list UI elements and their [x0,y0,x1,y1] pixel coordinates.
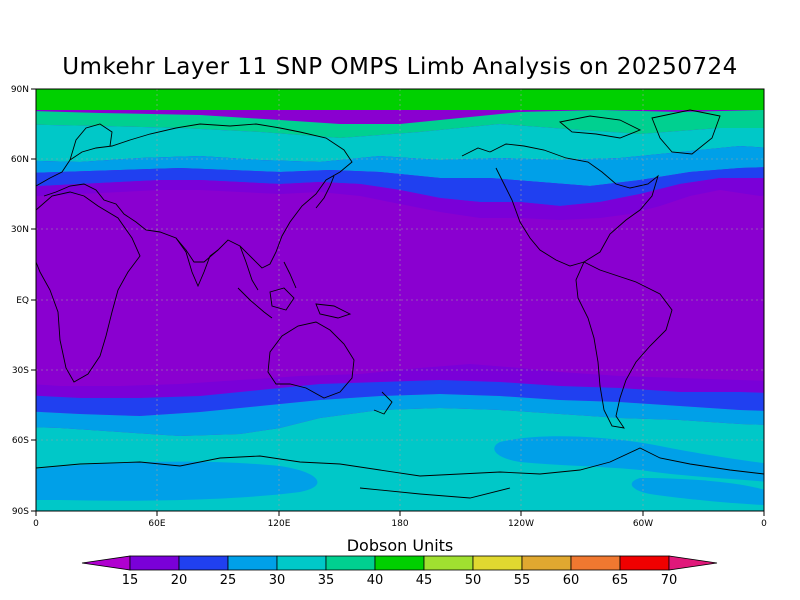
field-band-south-25 [36,380,764,416]
coast-philippines [283,261,297,289]
colorbar-above-arrow [668,555,718,571]
colorbar-swatch [325,555,376,571]
lat-tick-label: 60N [11,155,29,165]
coast-greenland [651,109,721,155]
coast-sumatra [237,287,273,319]
map-gridlines [36,89,764,511]
coast-australia [267,321,355,399]
coast-scandinavia [69,123,113,161]
lon-tick-label: 60W [633,519,653,529]
coast-indochina [239,245,259,291]
colorbar-swatch [374,555,425,571]
coastlines [36,109,764,499]
colorbar-tick-label: 45 [416,573,433,588]
coast-arctic-islands [558,115,642,139]
colorbar-tick-label: 65 [612,573,629,588]
colorbar-swatch [227,555,278,571]
colorbar-tick-label: 30 [269,573,286,588]
map-title: Umkehr Layer 11 SNP OMPS Limb Analysis o… [62,54,738,80]
field-band-north-25 [36,167,764,206]
lon-tick-label: 180 [391,519,408,529]
coast-japan [315,175,335,209]
colorbar-swatch [423,555,474,571]
coast-ross-ice [359,487,511,499]
lat-tick-label: 90S [12,507,29,517]
lon-tick-label: 0 [761,519,767,529]
colorbar-tick-label: 50 [465,573,482,588]
colorbar-swatch [570,555,621,571]
colorbar-tick-label: 20 [171,573,188,588]
coast-antarctica [36,447,764,477]
coast-newguinea [315,303,352,319]
field-band-north-35 [36,124,764,162]
coast-eurasia [36,123,353,269]
colorbar-tick-label: 60 [563,573,580,588]
field-patch-south-a [494,436,764,482]
colorbar-swatch [276,555,327,571]
colorbar-tick-label: 35 [318,573,335,588]
colorbar-tick-label: 55 [514,573,531,588]
field-patch-south-b [36,461,318,501]
lon-tick-label: 120E [268,519,291,529]
lat-tick-label: 30N [11,225,29,235]
coast-borneo [269,287,295,311]
colorbar-swatch [472,555,523,571]
colorbar-below-arrow [81,555,131,571]
coast-north-america [489,143,659,267]
colorbar-title: Dobson Units [346,536,454,555]
coast-alaska [461,147,491,157]
lon-tick-label: 120W [508,519,534,529]
colorbar-swatch [129,555,180,571]
field-patch-south-c [631,478,764,506]
colorbar-swatch [619,555,670,571]
colorbar-tick-label: 40 [367,573,384,588]
field-band-south-30 [36,394,764,436]
colorbar-tick-label: 25 [220,573,237,588]
colorbar-swatch [178,555,229,571]
lat-tick-label: 90N [11,85,29,95]
lon-tick-label: 60E [148,519,165,529]
lon-tick-label: 0 [33,519,39,529]
tick-marks [31,88,765,516]
colorbar-swatch [521,555,572,571]
coast-india [175,237,219,288]
colorbar-tick-label: 15 [122,573,139,588]
coast-south-america [575,261,673,429]
coast-africa [36,191,141,383]
lat-tick-label: 30S [12,366,29,376]
lat-tick-label: 60S [12,436,29,446]
coast-newzealand [373,391,393,415]
colorbar-tick-label: 70 [661,573,678,588]
lat-tick-label: EQ [16,296,29,306]
colorbar: 15 20 25 30 35 40 45 50 55 60 65 70 [81,555,718,588]
